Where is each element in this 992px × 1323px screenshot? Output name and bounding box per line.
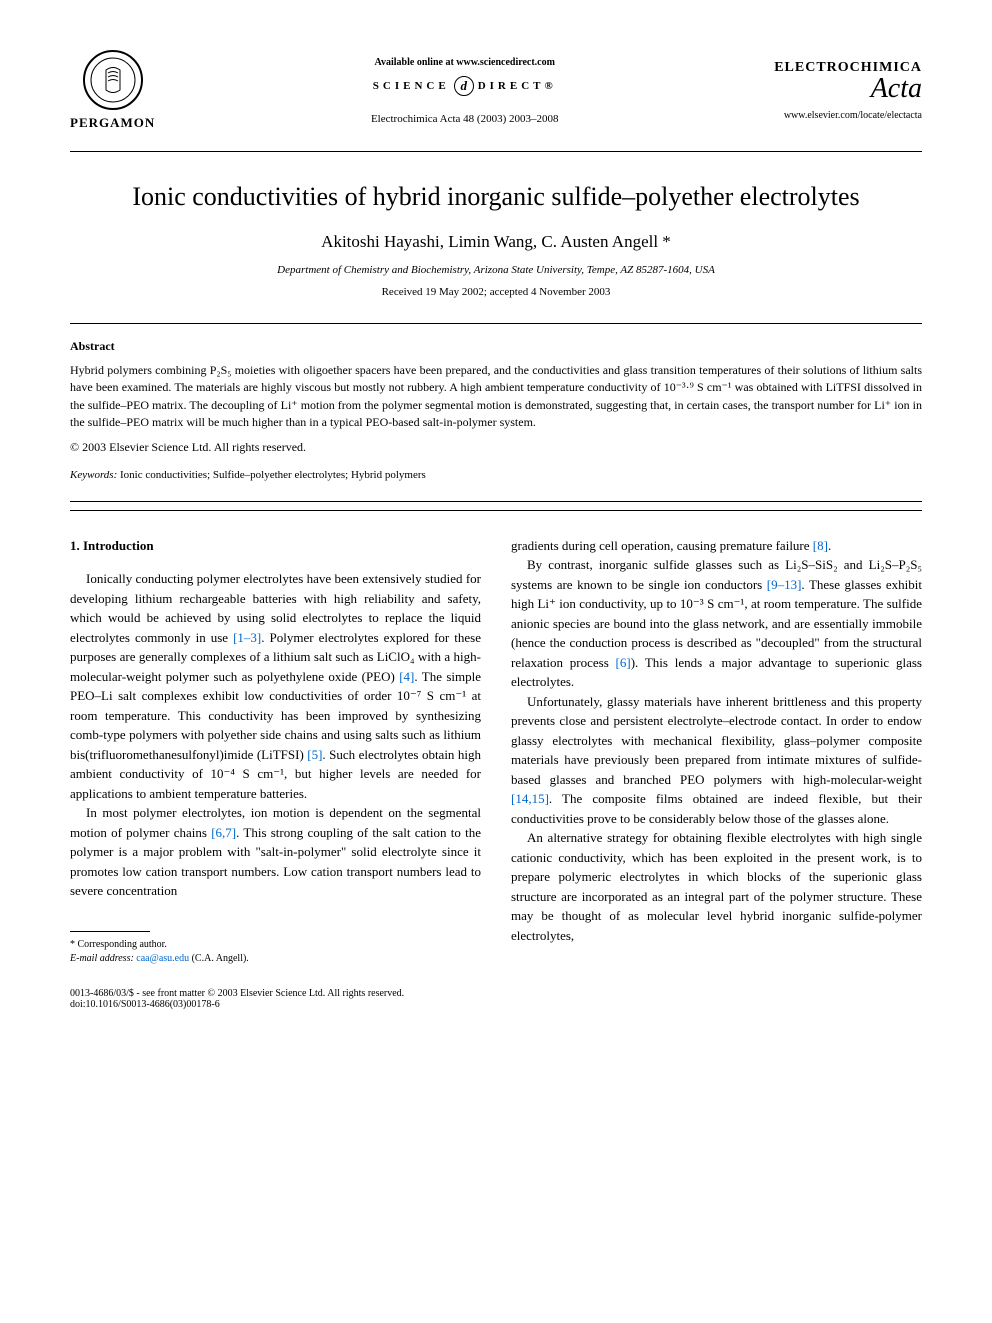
publisher-block: PERGAMON <box>70 50 155 131</box>
footer-doi: doi:10.1016/S0013-4686(03)00178-6 <box>70 999 922 1010</box>
body-paragraph: In most polymer electrolytes, ion motion… <box>70 803 481 901</box>
publisher-name: PERGAMON <box>70 115 155 131</box>
sd-d-icon: d <box>454 76 474 96</box>
body-paragraph: Unfortunately, glassy materials have inh… <box>511 692 922 829</box>
ref-link[interactable]: [4] <box>399 669 414 684</box>
journal-url: www.elsevier.com/locate/electacta <box>774 110 922 121</box>
body-paragraph: By contrast, inorganic sulfide glasses s… <box>511 555 922 692</box>
footnote-separator <box>70 931 150 932</box>
authors-line: Akitoshi Hayashi, Limin Wang, C. Austen … <box>70 232 922 252</box>
keywords-text: Ionic conductivities; Sulfide–polyether … <box>117 469 426 481</box>
abstract-heading: Abstract <box>70 339 922 354</box>
affiliation-line: Department of Chemistry and Biochemistry… <box>70 264 922 276</box>
journal-name-script: Acta <box>774 76 922 101</box>
footer-block: 0013-4686/03/$ - see front matter © 2003… <box>70 988 922 1010</box>
sd-right: DIRECT® <box>478 80 557 92</box>
divider <box>70 501 922 502</box>
left-column: 1. Introduction Ionically conducting pol… <box>70 536 481 966</box>
ref-link[interactable]: [5] <box>307 747 322 762</box>
dates-line: Received 19 May 2002; accepted 4 Novembe… <box>70 286 922 298</box>
abstract-copyright: © 2003 Elsevier Science Ltd. All rights … <box>70 440 922 455</box>
email-link[interactable]: caa@asu.edu <box>134 953 192 964</box>
pergamon-logo-icon <box>83 50 143 110</box>
citation-line: Electrochimica Acta 48 (2003) 2003–2008 <box>155 113 774 125</box>
header-row: PERGAMON Available online at www.science… <box>70 50 922 131</box>
corresponding-author: * Corresponding author. <box>70 938 481 952</box>
ref-link[interactable]: [14,15] <box>511 791 549 806</box>
divider <box>70 151 922 152</box>
ref-link[interactable]: [6] <box>616 655 631 670</box>
available-online-text: Available online at www.sciencedirect.co… <box>155 57 774 68</box>
sd-left: SCIENCE <box>373 80 450 92</box>
ref-link[interactable]: [1–3] <box>233 630 261 645</box>
footnote-block: * Corresponding author. E-mail address: … <box>70 938 481 966</box>
divider <box>70 510 922 511</box>
keywords-line: Keywords: Ionic conductivities; Sulfide–… <box>70 469 922 481</box>
body-paragraph: An alternative strategy for obtaining fl… <box>511 828 922 945</box>
paper-title: Ionic conductivities of hybrid inorganic… <box>70 182 922 212</box>
footer-copyright: 0013-4686/03/$ - see front matter © 2003… <box>70 988 922 999</box>
body-paragraph: gradients during cell operation, causing… <box>511 536 922 556</box>
sciencedirect-logo: SCIENCE d DIRECT® <box>373 76 557 96</box>
body-paragraph: Ionically conducting polymer electrolyte… <box>70 569 481 803</box>
ref-link[interactable]: [6,7] <box>211 825 236 840</box>
divider <box>70 323 922 324</box>
right-column: gradients during cell operation, causing… <box>511 536 922 966</box>
email-suffix: (C.A. Angell). <box>192 953 249 964</box>
journal-logo-block: ELECTROCHIMICA Acta www.elsevier.com/loc… <box>774 60 922 120</box>
keywords-label: Keywords: <box>70 469 117 481</box>
ref-link[interactable]: [8] <box>813 538 828 553</box>
section-heading: 1. Introduction <box>70 536 481 556</box>
email-line: E-mail address: caa@asu.edu (C.A. Angell… <box>70 952 481 966</box>
center-header: Available online at www.sciencedirect.co… <box>155 57 774 125</box>
body-two-column: 1. Introduction Ionically conducting pol… <box>70 536 922 966</box>
ref-link[interactable]: [9–13] <box>767 577 802 592</box>
email-label: E-mail address: <box>70 953 134 964</box>
abstract-text: Hybrid polymers combining P₂S₅ moieties … <box>70 362 922 432</box>
